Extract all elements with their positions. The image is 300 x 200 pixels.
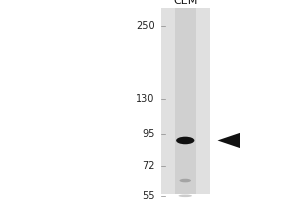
- Ellipse shape: [178, 195, 192, 197]
- Text: 55: 55: [142, 191, 155, 200]
- Text: CEM: CEM: [173, 0, 197, 6]
- Polygon shape: [218, 133, 240, 148]
- Bar: [175, 8, 196, 194]
- Text: 130: 130: [136, 94, 155, 104]
- Text: 95: 95: [142, 129, 154, 139]
- Text: 72: 72: [142, 161, 155, 171]
- Ellipse shape: [176, 137, 194, 144]
- Ellipse shape: [179, 179, 191, 182]
- Bar: [160, 8, 210, 194]
- Text: 250: 250: [136, 21, 154, 31]
